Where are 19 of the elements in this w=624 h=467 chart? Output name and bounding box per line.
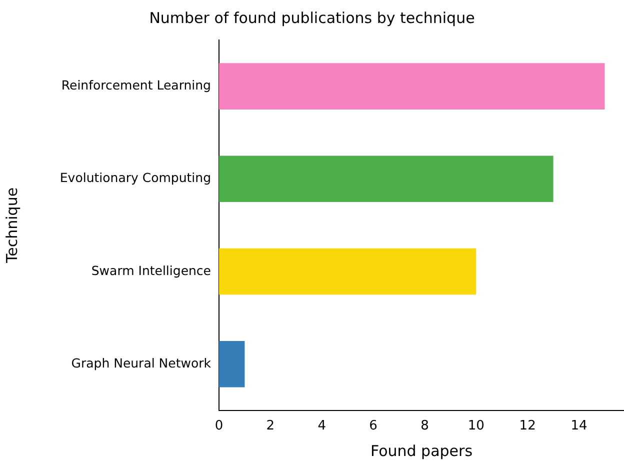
bar	[219, 63, 605, 110]
x-tick-label: 14	[570, 418, 588, 434]
x-tick-label: 4	[318, 418, 326, 434]
bar	[219, 340, 245, 388]
x-tick-label: 12	[519, 418, 536, 434]
x-axis-title: Found papers	[370, 442, 473, 460]
y-tick-label: Reinforcement Learning	[61, 78, 211, 93]
x-tick-label: 8	[420, 418, 429, 434]
y-tick-label: Swarm Intelligence	[91, 262, 212, 278]
bar	[219, 156, 554, 202]
bar	[219, 248, 476, 295]
y-tick-label: Graph Neural Network	[71, 355, 212, 370]
chart-title: Number of found publications by technique	[149, 8, 475, 27]
y-tick-label: Evolutionary Computing	[60, 170, 211, 186]
x-tick-label: 10	[468, 418, 484, 434]
x-tick-label: 2	[266, 418, 275, 434]
y-axis-title: Technique	[2, 187, 21, 264]
x-tick-label: 0	[214, 418, 224, 434]
x-tick-label: 6	[369, 418, 378, 434]
